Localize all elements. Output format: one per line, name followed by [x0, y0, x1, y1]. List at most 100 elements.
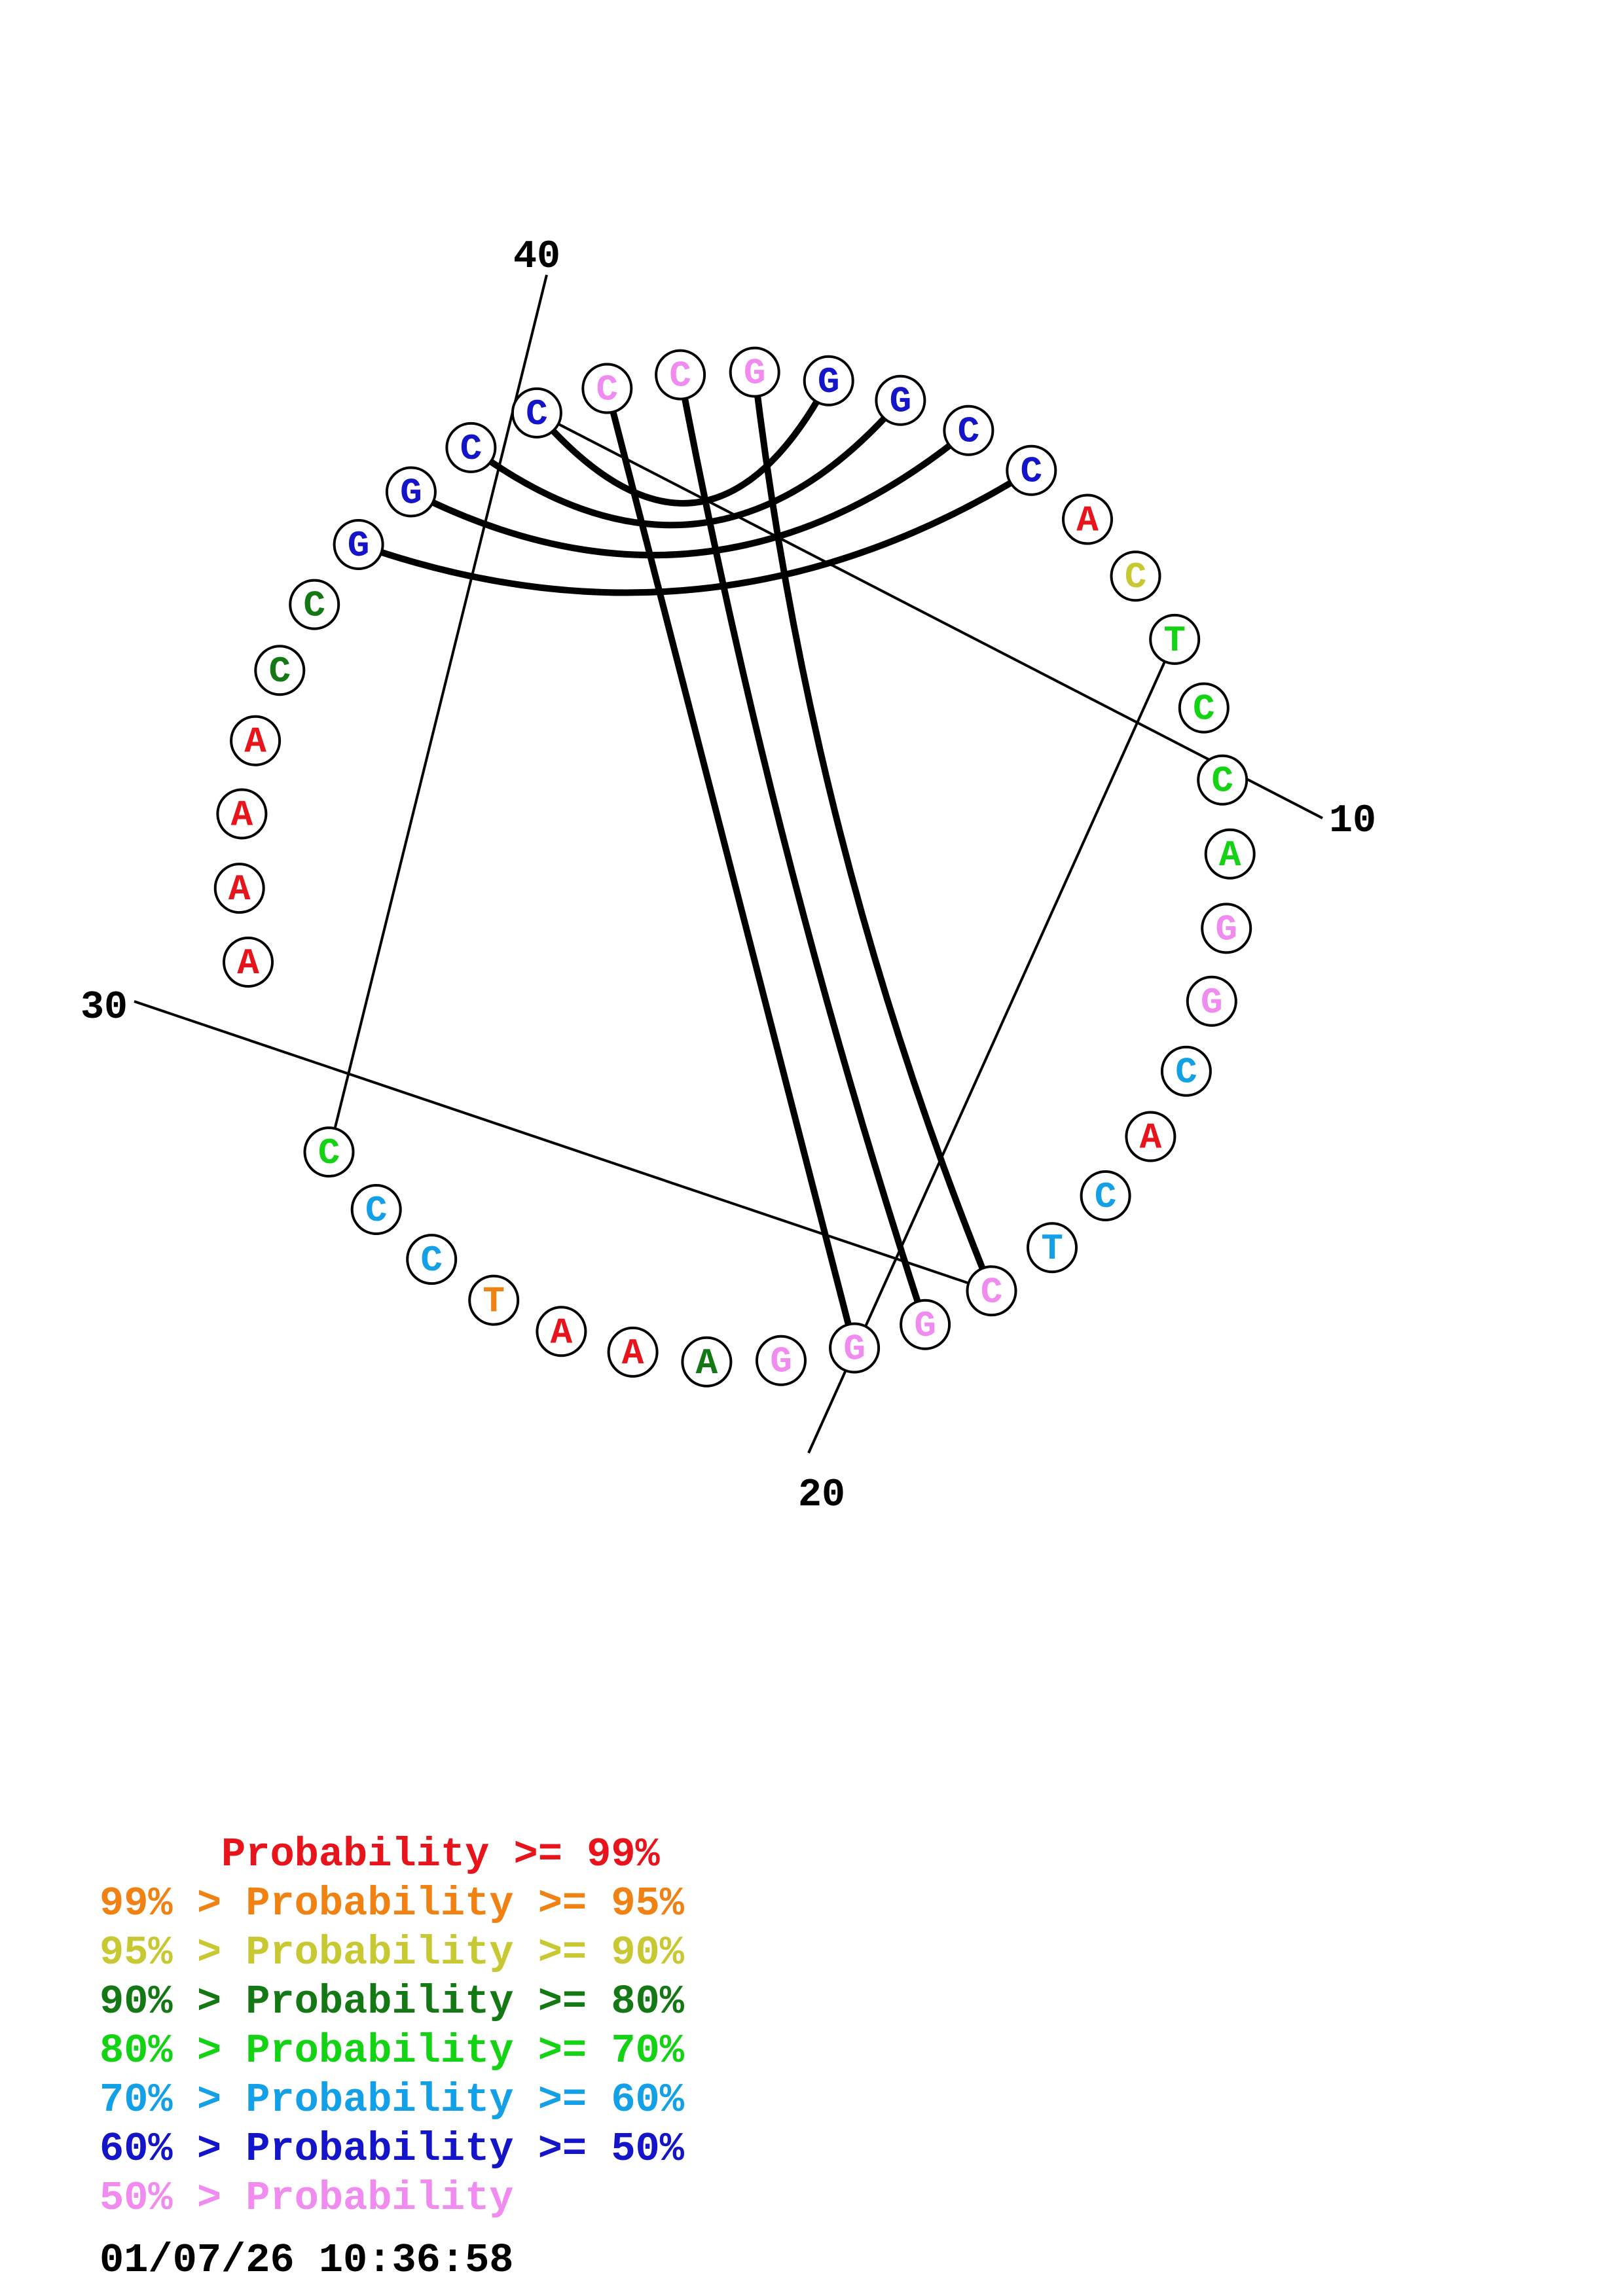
base-pair-line-7-17	[355, 467, 1035, 596]
nucleotide-circle	[289, 579, 340, 630]
nucleotide-circle	[1201, 903, 1252, 954]
nucleotide-35: A	[607, 1326, 659, 1378]
nucleotide-5: C	[254, 645, 306, 696]
nucleotide-circle	[1062, 493, 1113, 545]
nucleotide-letter: C	[1175, 1052, 1197, 1094]
nucleotide-8: G	[385, 466, 437, 518]
nucleotide-circle	[468, 1274, 520, 1326]
nucleotide-letter: T	[1041, 1228, 1063, 1270]
base-pair-line-11-32	[604, 385, 858, 1352]
nucleotide-circle	[1006, 444, 1057, 496]
nucleotide-circle	[1197, 754, 1249, 806]
nucleotide-24: G	[1201, 903, 1252, 954]
position-label-40: 40	[513, 235, 560, 279]
nucleotide-14: G	[803, 355, 854, 406]
timestamp: 01/07/26 10:36:58	[100, 2237, 514, 2284]
position-tick-10	[557, 423, 1323, 819]
nucleotide-letter: G	[818, 361, 840, 403]
nucleotide-letter: C	[1020, 451, 1042, 493]
nucleotide-circle	[213, 863, 265, 914]
nucleotide-letter: C	[981, 1271, 1003, 1313]
nucleotide-circle	[303, 1126, 355, 1178]
position-label-10: 10	[1329, 799, 1376, 844]
base-pair-line-12-31	[677, 371, 929, 1328]
nucleotide-letter: G	[770, 1341, 792, 1383]
nucleotide-letter: C	[303, 585, 325, 627]
nucleotide-26: C	[1160, 1045, 1212, 1097]
nucleotide-letter: C	[958, 411, 980, 453]
nucleotide-circle	[756, 1335, 807, 1386]
nucleotide-20: T	[1149, 613, 1201, 665]
nucleotide-12: C	[655, 349, 706, 401]
nucleotide-letter: C	[1193, 689, 1215, 730]
nucleotide-letter: T	[483, 1281, 505, 1323]
nucleotide-letter: C	[460, 428, 483, 470]
nucleotide-39: C	[350, 1184, 402, 1235]
nucleotide-23: A	[1204, 828, 1256, 880]
nucleotide-9: C	[445, 422, 497, 473]
nucleotide-2: A	[213, 863, 265, 914]
nucleotide-letter: A	[622, 1333, 644, 1374]
nucleotide-circle	[1186, 975, 1237, 1027]
legend-row-3: 95% > Probability >= 90%	[100, 1929, 685, 1976]
nucleotide-letter: A	[231, 795, 253, 836]
base-pair-lines	[355, 368, 1035, 1352]
position-label-30: 30	[81, 986, 128, 1030]
nucleotide-10: C	[511, 387, 562, 439]
nucleotide-circle	[681, 1336, 733, 1388]
nucleotide-7: G	[333, 519, 384, 570]
nucleotide-circle	[803, 355, 854, 406]
nucleotide-16: C	[943, 404, 994, 456]
base-pair-line-8-16	[407, 427, 972, 559]
nucleotide-circle	[536, 1306, 587, 1357]
nucleotide-letter: T	[1163, 620, 1186, 662]
position-tick-30	[134, 1000, 970, 1285]
nucleotide-circle	[216, 788, 268, 840]
nucleotide-circle	[511, 387, 562, 439]
nucleotide-letter: G	[1215, 908, 1237, 950]
nucleotide-circle	[254, 645, 306, 696]
nucleotide-circle	[875, 374, 926, 426]
nucleotide-circle	[1080, 1170, 1131, 1221]
nucleotide-circle	[223, 937, 274, 988]
legend-row-4: 90% > Probability >= 80%	[100, 1979, 685, 2025]
nucleotide-letter: C	[1095, 1176, 1117, 1218]
nucleotide-circle	[729, 346, 780, 398]
nucleotide-13: G	[729, 346, 780, 398]
nucleotide-circle	[350, 1184, 402, 1235]
nucleotide-circle	[1160, 1045, 1212, 1097]
nucleotide-letter: A	[244, 721, 266, 763]
legend-row-8: 50% > Probability	[100, 2175, 514, 2221]
nucleotide-letter: G	[890, 381, 912, 423]
nucleotide-circle	[385, 466, 437, 518]
nucleotide-27: A	[1125, 1111, 1176, 1162]
nucleotide-circle	[230, 715, 282, 766]
nucleotide-1: A	[223, 937, 274, 988]
nucleotide-letter: A	[1219, 834, 1241, 876]
nucleotide-letter: G	[914, 1305, 936, 1347]
nucleotide-letter: C	[318, 1132, 340, 1174]
nucleotide-circle	[607, 1326, 659, 1378]
nucleotide-circle	[1027, 1222, 1078, 1274]
nucleotide-circle	[1110, 550, 1161, 602]
nucleotide-letter: A	[237, 942, 259, 984]
nucleotide-21: C	[1178, 682, 1230, 734]
nucleotide-circle	[829, 1322, 881, 1374]
legend-row-6: 70% > Probability >= 60%	[100, 2077, 685, 2123]
nucleotide-letter: C	[1211, 761, 1233, 802]
nucleotide-4: A	[230, 715, 282, 766]
nucleotide-letter: G	[348, 525, 370, 567]
nucleotide-circle	[655, 349, 706, 401]
nucleotide-29: T	[1027, 1222, 1078, 1274]
nucleotide-25: G	[1186, 975, 1237, 1027]
nucleotide-letter: A	[1076, 500, 1099, 542]
nucleotide-circle	[333, 519, 384, 570]
legend-row-1: Probability >= 99%	[100, 1831, 661, 1878]
base-pair-line-9-15	[467, 397, 904, 529]
nucleotide-letter: G	[843, 1329, 866, 1371]
nucleotide-circle	[1125, 1111, 1176, 1162]
nucleotide-letter: C	[268, 651, 291, 692]
nucleotide-17: C	[1006, 444, 1057, 496]
nucleotide-circle	[406, 1234, 458, 1285]
